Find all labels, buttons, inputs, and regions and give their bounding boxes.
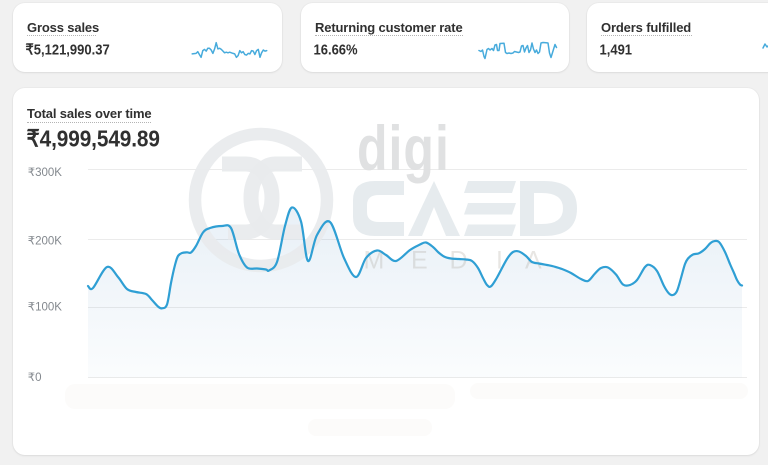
svg-text:₹200K: ₹200K (28, 236, 63, 248)
svg-text:₹0: ₹0 (28, 372, 42, 384)
svg-text:D: D (450, 247, 468, 275)
svg-text:₹100K: ₹100K (28, 302, 63, 314)
svg-text:A: A (525, 247, 542, 275)
svg-text:digi: digi (357, 113, 450, 184)
svg-text:₹300K: ₹300K (28, 167, 63, 179)
svg-text:E: E (411, 247, 428, 275)
svg-text:I: I (496, 247, 503, 275)
svg-text:M: M (364, 247, 385, 275)
